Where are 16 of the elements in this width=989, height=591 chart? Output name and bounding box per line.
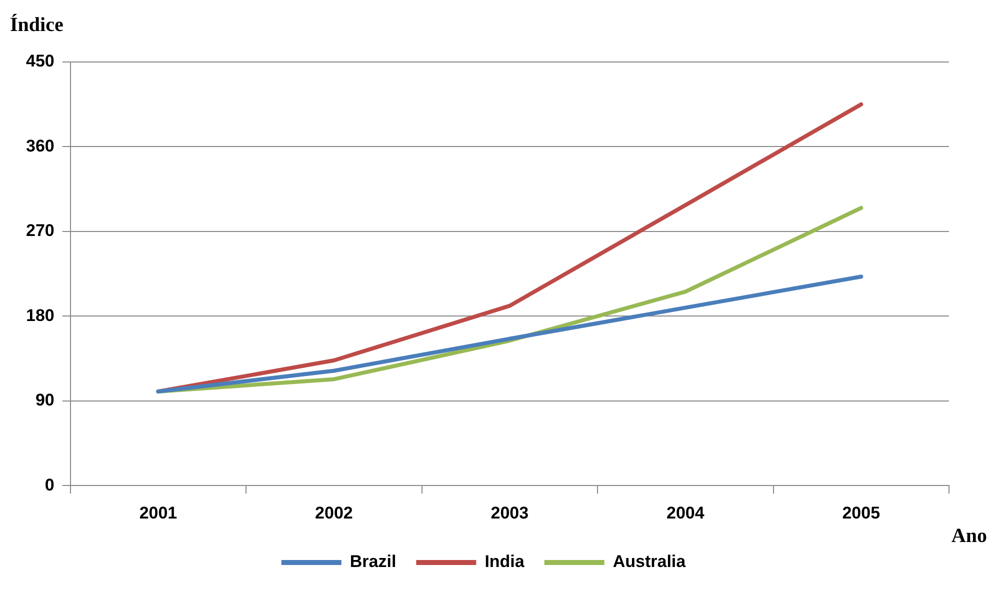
legend-label: Australia [612, 552, 686, 572]
x-axis-title: Ano [951, 525, 987, 548]
x-tick-label: 2002 [315, 503, 353, 522]
y-axis-title: Índice [10, 14, 64, 37]
x-tick-label: 2003 [490, 503, 529, 522]
x-tick-label: 2004 [666, 503, 705, 522]
y-tick-label: 0 [44, 475, 54, 494]
y-tick-label: 90 [35, 390, 54, 410]
legend-label: India [484, 552, 525, 572]
y-tick-label: 270 [26, 221, 54, 240]
y-tick-label: 360 [26, 136, 54, 156]
x-tick-label: 2005 [842, 503, 880, 522]
legend-label: Brazil [350, 552, 396, 572]
y-tick-label: 450 [26, 52, 54, 71]
x-tick-label: 2001 [139, 503, 178, 522]
y-tick-label: 180 [26, 306, 54, 325]
